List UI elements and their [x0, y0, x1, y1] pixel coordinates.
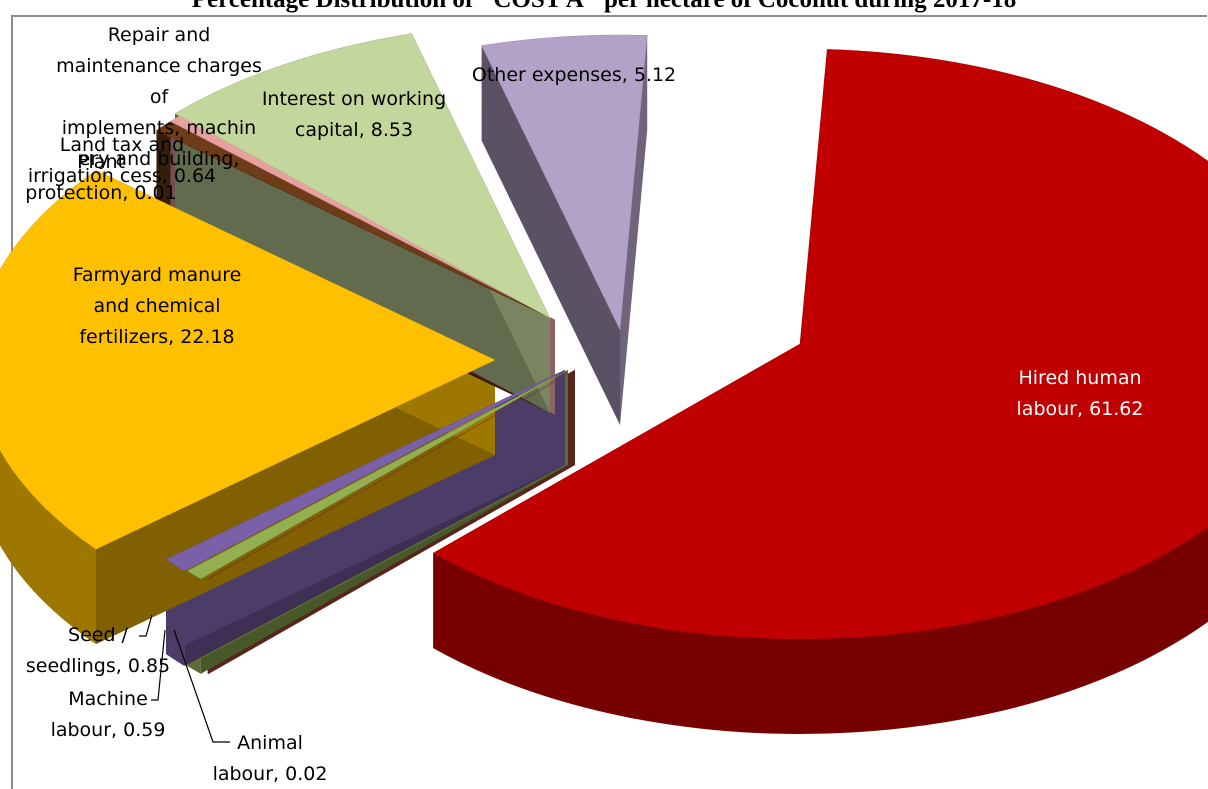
slice-wall-9-1 [620, 35, 648, 425]
slice-4 [0, 170, 496, 550]
slice-label-5: Plant protection, 0.01 [25, 151, 176, 204]
slice-1 [207, 369, 576, 580]
slice-wall-8-0 [175, 113, 550, 413]
slice-label-8: Interest on working capital, 8.53 [262, 88, 446, 141]
slice-label-6: Land tax and irrigation cess, 0.64 [28, 134, 216, 187]
slice-2 [186, 369, 569, 580]
leader-line-2 [151, 629, 166, 701]
slice-9 [481, 34, 648, 331]
leader-lines [139, 614, 230, 743]
slice-label-9: Other expenses, 5.12 [472, 64, 676, 86]
slice-label-0: Hired human labour, 61.62 [1017, 367, 1144, 420]
leader-line-1 [173, 629, 230, 743]
slice-8 [174, 33, 551, 319]
slice-3 [165, 369, 566, 572]
slice-label-1: Animal labour, 0.02 [213, 732, 328, 785]
leader-line-3 [139, 614, 153, 637]
slice-labels: Hired human labour, 61.62 Animal labour, 0.… [25, 24, 1143, 785]
slice-0 [432, 49, 1208, 640]
slice-wall-9-0 [481, 45, 620, 425]
chart-title: Percentage Distribution of "COST A" per … [0, 0, 1208, 14]
slice-rim-4 [0, 450, 97, 645]
slice-label-4: Farmyard manure and chemical fertilizers, … [73, 264, 242, 348]
slice-label-7: Repair and maintenance charges of implement… [56, 24, 262, 170]
slice-label-2: Machine labour, 0.59 [51, 688, 166, 741]
slice-label-3: Seed / seedlings, 0.85 [26, 624, 170, 677]
slice-rim-0 [433, 526, 1208, 734]
pie-top-layer [0, 33, 1208, 640]
